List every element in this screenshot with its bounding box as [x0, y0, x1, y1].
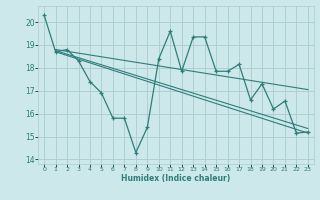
- X-axis label: Humidex (Indice chaleur): Humidex (Indice chaleur): [121, 174, 231, 183]
